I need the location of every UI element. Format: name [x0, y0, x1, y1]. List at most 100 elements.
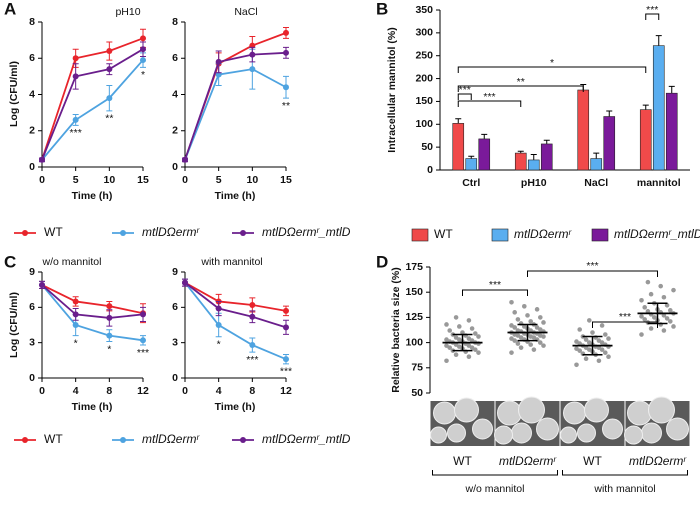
y-tick-label: 250	[415, 49, 433, 61]
data-point	[453, 315, 459, 320]
data-point	[509, 336, 514, 341]
significance: *	[141, 69, 145, 81]
data-point	[664, 316, 670, 321]
micrograph-cell	[584, 397, 609, 423]
data-point	[106, 66, 113, 73]
group-bracket	[432, 470, 558, 476]
x-tick-label: 8	[249, 385, 255, 397]
data-point	[72, 116, 79, 123]
error-bar	[655, 35, 662, 46]
data-point	[534, 307, 540, 312]
data-point	[106, 332, 113, 339]
x-tick-label: 10	[246, 174, 258, 186]
data-point	[515, 341, 521, 346]
data-point	[596, 338, 602, 343]
series-line	[41, 59, 144, 161]
data-point	[182, 279, 188, 286]
x-axis-label: Time (h)	[215, 190, 256, 202]
significance-bracket	[457, 93, 472, 100]
y-tick-label: 9	[29, 266, 35, 278]
x-tick-label: 8	[106, 385, 112, 397]
data-point	[668, 319, 673, 324]
data-point	[668, 308, 673, 313]
x-axis-label: Time (h)	[72, 401, 113, 413]
data-point	[215, 58, 222, 65]
data-point	[72, 322, 79, 328]
y-tick-label: 125	[405, 311, 423, 323]
data-point	[249, 301, 256, 308]
data-point	[283, 49, 289, 56]
x-tick-label: mannitol	[637, 177, 681, 189]
data-point	[140, 46, 146, 53]
data-point	[583, 356, 589, 362]
bar	[527, 159, 540, 171]
data-point	[574, 339, 579, 344]
data-point	[283, 84, 289, 91]
micrograph-cell	[536, 417, 559, 441]
data-point	[583, 337, 589, 342]
data-point	[603, 350, 608, 355]
error-bar	[642, 104, 649, 110]
y-tick-label: 100	[415, 118, 433, 130]
y-tick-label: 150	[415, 95, 433, 107]
legend-marker	[22, 437, 28, 443]
data-point	[509, 299, 514, 305]
significance-bracket	[457, 66, 647, 73]
category-label: WT	[583, 454, 602, 468]
y-tick-label: 150	[405, 286, 423, 298]
y-tick-label: 0	[172, 372, 178, 384]
micrograph-cell	[560, 426, 577, 444]
legend-swatch	[591, 228, 609, 242]
data-point	[541, 320, 546, 325]
bar	[452, 123, 465, 171]
data-point	[661, 294, 667, 300]
y-tick-label: 75	[411, 362, 423, 374]
data-point	[642, 317, 647, 322]
bar	[478, 138, 491, 171]
category-label: mtlDΩermʳ	[499, 454, 557, 468]
data-point	[72, 311, 79, 318]
y-tick-label: 200	[415, 72, 433, 84]
data-point	[574, 362, 579, 368]
data-point	[531, 347, 537, 352]
legend-label: mtlDΩermʳ	[514, 227, 572, 241]
significance-bracket	[592, 321, 658, 328]
data-point	[639, 297, 644, 303]
data-point	[603, 332, 608, 337]
data-point	[106, 95, 113, 102]
y-tick-label: 6	[29, 301, 35, 313]
bar	[639, 109, 652, 171]
series-line	[41, 284, 144, 319]
data-point	[140, 311, 146, 318]
data-point	[72, 298, 79, 305]
data-point	[444, 337, 449, 342]
significance: **	[517, 76, 525, 88]
x-tick-label: 0	[39, 385, 45, 397]
significance-bracket	[462, 289, 528, 296]
data-point	[587, 340, 592, 345]
chart-title: NaCl	[234, 6, 257, 18]
x-tick-label: 5	[73, 174, 79, 186]
significance-bracket	[527, 270, 658, 277]
data-point	[664, 303, 670, 308]
data-point	[599, 323, 605, 328]
data-point	[648, 291, 654, 297]
bar	[540, 143, 553, 171]
data-point	[639, 314, 644, 319]
data-point	[606, 336, 611, 341]
data-point	[140, 35, 146, 42]
x-tick-label: 4	[73, 385, 79, 397]
significance-bracket	[457, 85, 584, 92]
y-tick-label: 8	[172, 16, 178, 28]
micrograph-cell	[447, 423, 466, 443]
chart-title: with mannitol	[200, 256, 262, 268]
legend-label: WT	[434, 227, 453, 241]
significance: ***	[70, 127, 82, 139]
significance: ***	[646, 4, 658, 16]
significance-bracket	[645, 13, 660, 20]
data-point	[453, 352, 459, 357]
bar	[603, 116, 616, 171]
data-point	[509, 323, 514, 328]
data-point	[522, 324, 527, 329]
